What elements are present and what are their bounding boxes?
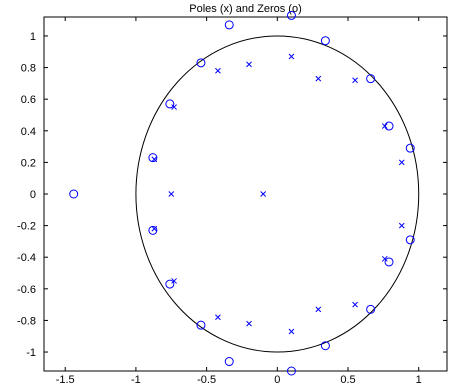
zero-marker — [286, 10, 296, 20]
zero-marker — [320, 341, 330, 351]
x-tick-label: 1 — [416, 374, 422, 386]
zero-marker — [405, 235, 415, 245]
zero-marker — [196, 320, 206, 330]
pole-marker — [168, 191, 175, 197]
y-tick-label: -0.2 — [17, 221, 36, 233]
pole-marker — [171, 104, 177, 110]
pole-marker — [288, 328, 295, 335]
zero-marker — [165, 279, 175, 289]
zero-marker — [224, 20, 234, 30]
pole-marker — [315, 306, 322, 313]
y-tick-label: 0 — [30, 189, 36, 201]
unit-circle — [135, 35, 420, 353]
y-tick-label: 0.4 — [21, 126, 36, 138]
y-tick-label: -0.6 — [17, 284, 36, 296]
zero-marker — [224, 357, 234, 367]
pole-marker — [398, 222, 405, 229]
zero-marker — [384, 257, 394, 267]
pole-marker — [315, 75, 322, 82]
x-tick-label: 0 — [274, 374, 280, 386]
zero-marker — [148, 225, 158, 235]
x-tick-label: -1 — [131, 374, 141, 386]
zero-marker — [320, 36, 330, 46]
x-tick-label: -0.5 — [197, 374, 216, 386]
pole-marker — [352, 77, 358, 84]
y-tick-label: -0.4 — [17, 252, 36, 264]
pole-marker — [381, 255, 388, 262]
x-tick-label: 0.5 — [340, 374, 355, 386]
pole-marker — [171, 278, 177, 284]
zero-marker — [286, 366, 296, 376]
zero-marker — [165, 99, 175, 109]
pole-marker — [215, 67, 221, 74]
pole-marker — [352, 301, 358, 308]
plot-area: -1.5 -1 -0.5 0 0.5 1 1 0.8 0.6 0.4 0.2 0 -0.2 -0.4 -0.… — [17, 10, 448, 386]
pole-marker — [288, 53, 295, 60]
zero-marker — [366, 74, 376, 84]
zero-marker — [366, 304, 376, 314]
zero-marker — [196, 58, 206, 68]
zero-marker — [69, 189, 79, 199]
y-tick-label: 1 — [30, 31, 36, 43]
pole-marker — [246, 61, 252, 68]
pole-marker — [246, 320, 252, 327]
x-tick-label: -1.5 — [56, 374, 75, 386]
chart-title: Poles (x) and Zeros (o) — [189, 3, 301, 15]
zero-marker — [148, 153, 158, 163]
y-tick-label: -0.8 — [17, 315, 36, 327]
y-tick-label: 0.6 — [21, 94, 36, 106]
y-tick-label: -1 — [26, 347, 36, 359]
axes-box — [43, 16, 448, 372]
zero-marker — [405, 143, 415, 153]
pole-marker — [398, 159, 405, 166]
y-tick-label: 0.8 — [21, 63, 36, 75]
zero-marker — [384, 121, 394, 131]
y-tick-label: 0.2 — [21, 157, 36, 169]
pole-marker — [260, 191, 267, 197]
pole-marker — [215, 314, 221, 321]
